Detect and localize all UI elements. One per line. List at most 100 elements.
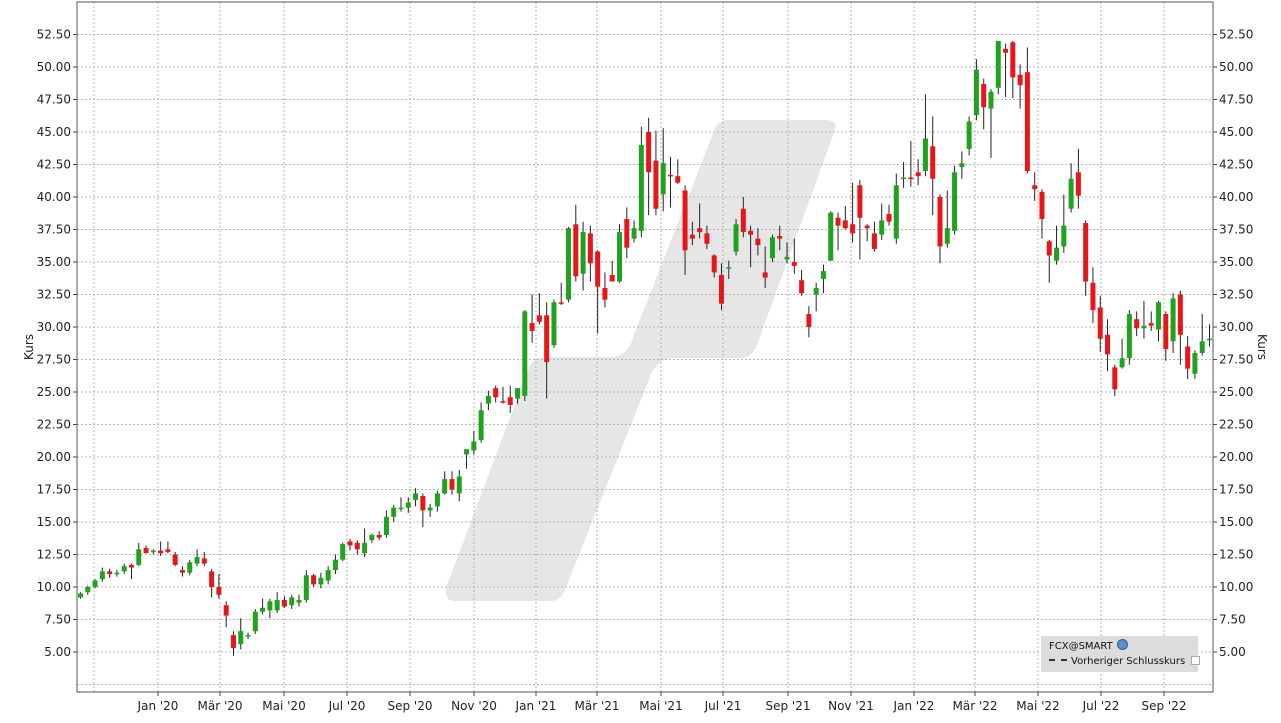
candle [456, 470, 462, 502]
candle [107, 568, 113, 578]
candle [850, 182, 856, 243]
candle [252, 609, 258, 634]
candle [1185, 336, 1191, 379]
candle [434, 490, 440, 512]
candle-body [820, 271, 826, 279]
candle [515, 388, 521, 404]
y-tick-label-right: 37.50 [1219, 223, 1253, 237]
candle [624, 207, 630, 259]
candle [675, 159, 681, 184]
candle [740, 197, 746, 238]
candle-body [1112, 367, 1118, 390]
candle [755, 228, 761, 256]
candle-body [478, 410, 484, 441]
candle-body [1039, 191, 1045, 220]
candle [966, 116, 972, 156]
candle-body [638, 145, 644, 231]
candle-body [318, 577, 324, 585]
candle-body [92, 580, 98, 587]
candle-body [886, 213, 892, 222]
y-tick-label-left: 40.00 [37, 190, 71, 204]
candle-body [893, 185, 899, 239]
candle [529, 294, 535, 343]
candle [158, 541, 164, 556]
candle [485, 390, 491, 411]
x-tick-label: Mär '21 [574, 699, 619, 713]
candle-body [456, 476, 462, 494]
candle [449, 471, 455, 495]
candle [391, 505, 397, 522]
y-tick-label-right: 27.50 [1219, 353, 1253, 367]
candle [150, 549, 156, 555]
x-tick-label: Jul '20 [328, 699, 366, 713]
candle [507, 385, 513, 413]
candle-body [1046, 241, 1052, 256]
y-tick-label-right: 47.50 [1219, 93, 1253, 107]
candle [871, 221, 877, 252]
candle-body [216, 587, 222, 595]
candle-body [128, 564, 134, 568]
y-tick-label-left: 37.50 [37, 223, 71, 237]
candle [99, 567, 105, 582]
candle [1054, 225, 1060, 265]
candle [340, 542, 346, 561]
candle-body [325, 570, 331, 581]
x-tick-label: Mai '21 [639, 699, 682, 713]
candle-body [937, 197, 943, 247]
candle-body [347, 541, 353, 546]
candle [930, 116, 936, 216]
legend: FCX@SMART Vorheriger Schlusskurs [1041, 636, 1201, 672]
candle [1039, 189, 1045, 239]
candle [922, 94, 928, 177]
plot-frame [76, 1, 1214, 693]
candle-body [1003, 48, 1009, 53]
candle [697, 203, 703, 239]
candle-body [449, 479, 455, 490]
candle [223, 601, 229, 628]
candle [566, 226, 572, 303]
candle-body [362, 542, 368, 554]
candle-body [260, 607, 266, 612]
candle [289, 594, 295, 610]
candle [260, 598, 266, 615]
candle-body [566, 228, 572, 300]
candle [128, 563, 134, 580]
candle [748, 225, 754, 268]
candle-body [806, 314, 812, 327]
candle-body [398, 507, 404, 510]
candle-body [114, 572, 120, 575]
candle [718, 263, 724, 311]
candle-body [828, 212, 834, 261]
x-tick-label: Sep '21 [766, 699, 811, 713]
y-tick-label-right: 40.00 [1219, 190, 1253, 204]
candle-body [434, 493, 440, 507]
x-tick-label: Jul '22 [1082, 699, 1120, 713]
candle-body [1083, 223, 1089, 282]
candle [303, 570, 309, 603]
candle-body [1163, 314, 1169, 350]
checkbox-icon[interactable] [1191, 656, 1201, 665]
candle [573, 204, 579, 282]
candle-body [835, 217, 841, 226]
globe-icon [1116, 639, 1128, 650]
candle [1083, 220, 1089, 296]
candle-body [230, 635, 236, 649]
candle [187, 559, 193, 576]
candle-body [143, 548, 149, 554]
candle [799, 269, 805, 296]
candle [1112, 364, 1118, 396]
candle-body [296, 600, 302, 603]
candle [879, 203, 885, 240]
candle-body [1105, 334, 1111, 355]
candle-body [580, 232, 586, 274]
candle-body [522, 311, 528, 396]
candle-body [587, 233, 593, 264]
candle-body [515, 388, 521, 399]
candle-body [718, 275, 724, 304]
candle [806, 306, 812, 338]
candle-body [391, 507, 397, 517]
candle-body [464, 449, 470, 455]
candle [311, 574, 317, 587]
candle-body [864, 225, 870, 229]
candle [973, 59, 979, 121]
